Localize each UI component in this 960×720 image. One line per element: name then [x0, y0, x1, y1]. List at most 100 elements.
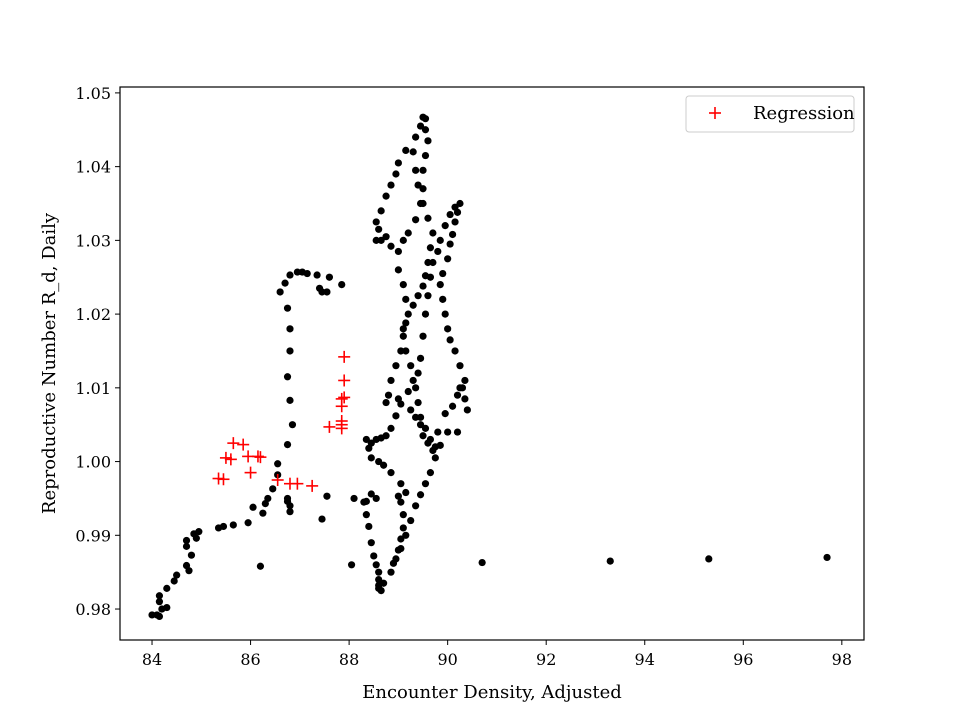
y-tick-label: 1.04 [75, 158, 111, 177]
y-tick-label: 0.99 [75, 526, 111, 545]
regression-point [271, 473, 284, 486]
legend-box [685, 95, 855, 133]
data-point [424, 214, 432, 222]
data-point [451, 218, 459, 226]
data-point [412, 413, 420, 421]
data-point [283, 304, 292, 312]
data-point [421, 424, 430, 432]
y-axis: 0.98 0.99 1.00 1.01 1.02 1.03 1.04 1.05 [75, 84, 120, 619]
data-point [244, 519, 252, 527]
data-point [436, 441, 444, 449]
data-point [362, 497, 370, 505]
data-point [421, 310, 430, 318]
data-point [392, 412, 400, 420]
data-point [397, 544, 405, 553]
y-axis-label: Reproductive Number R_d, Daily [39, 212, 60, 514]
data-point [219, 522, 228, 531]
data-point [387, 181, 395, 189]
data-point [446, 240, 454, 248]
data-point [375, 575, 383, 584]
regression-point [217, 473, 230, 486]
data-point [394, 492, 402, 500]
data-point [419, 185, 427, 193]
x-tick-label: 98 [832, 650, 852, 669]
data-point [187, 551, 196, 559]
data-point [448, 402, 457, 410]
data-point [372, 494, 380, 503]
data-point [399, 236, 407, 244]
data-point [367, 439, 375, 447]
data-point [416, 199, 425, 208]
data-point [163, 603, 171, 612]
data-point [416, 413, 425, 421]
regression-point [219, 451, 232, 464]
data-point [444, 255, 452, 263]
data-point [264, 494, 272, 503]
data-point [436, 281, 444, 289]
data-point [606, 557, 614, 565]
y-tick-label: 1.01 [75, 379, 111, 398]
data-point [407, 406, 415, 414]
x-tick-label: 84 [142, 650, 162, 669]
legend-label-regression: Regression [753, 103, 855, 124]
data-point [382, 192, 390, 200]
data-point [416, 354, 425, 362]
data-point [399, 332, 407, 340]
data-point [416, 491, 425, 499]
x-axis: 84 86 88 90 92 94 96 98 [142, 640, 852, 669]
data-point [303, 269, 311, 278]
data-point [325, 273, 334, 281]
x-axis-label: Encounter Density, Adjusted [362, 682, 622, 703]
regression-point [335, 415, 348, 428]
data-point [407, 516, 415, 525]
data-point [155, 612, 164, 621]
regression-point [323, 420, 336, 433]
data-point [424, 292, 432, 300]
data-point [414, 398, 422, 407]
data-point [426, 435, 435, 444]
data-point [419, 432, 427, 440]
data-point [229, 521, 237, 529]
y-tick-label: 0.98 [75, 600, 111, 619]
data-point [478, 558, 486, 567]
data-point [286, 347, 294, 355]
data-point [402, 347, 410, 355]
data-point [394, 395, 402, 403]
data-point [441, 310, 449, 318]
data-point [463, 406, 471, 414]
data-point [185, 567, 193, 575]
data-point [434, 428, 442, 436]
legend: Regression [685, 95, 855, 133]
data-point [429, 229, 437, 237]
data-point [414, 292, 422, 300]
data-point [394, 266, 402, 274]
data-point [318, 288, 326, 296]
data-point [451, 347, 459, 355]
data-point [394, 159, 402, 167]
data-point [249, 503, 257, 511]
x-tick-label: 96 [733, 650, 753, 669]
data-point [286, 508, 294, 516]
data-point [283, 494, 292, 503]
data-point [404, 229, 412, 237]
regression-point [244, 466, 257, 479]
data-point [404, 387, 412, 396]
data-point [421, 151, 430, 160]
data-point [283, 441, 292, 449]
data-point [375, 225, 383, 233]
data-point [444, 325, 452, 333]
data-point [421, 480, 430, 488]
data-point [286, 271, 294, 279]
data-point [274, 460, 282, 468]
regression-point [254, 451, 267, 464]
data-point [402, 146, 410, 155]
data-point [426, 273, 435, 281]
data-point [402, 531, 410, 539]
data-point [392, 555, 400, 563]
data-point [397, 498, 405, 506]
data-point [380, 579, 388, 587]
regression-point [291, 477, 304, 490]
data-point [367, 490, 375, 498]
data-point [404, 310, 412, 318]
